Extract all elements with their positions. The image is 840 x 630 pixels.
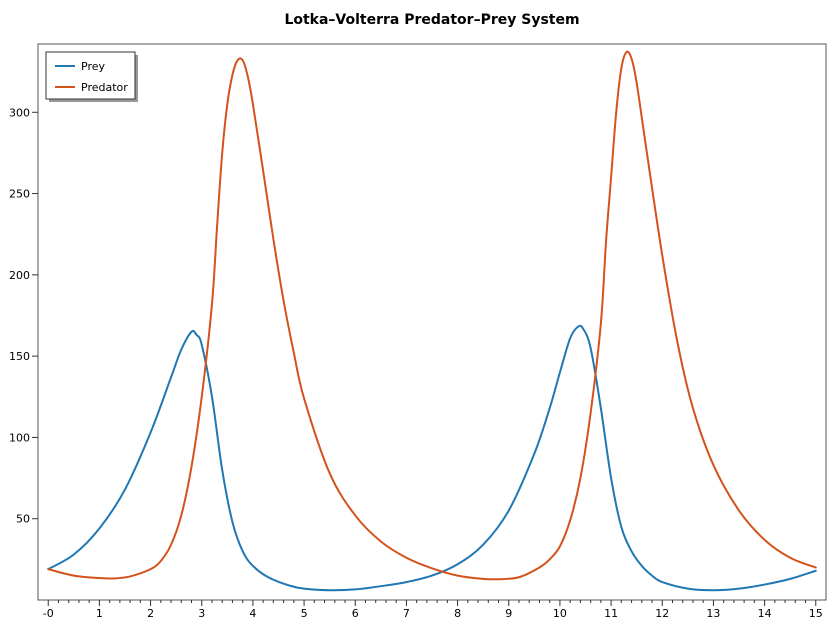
x-tick-label: 11 [604, 607, 618, 620]
x-tick-label: 12 [655, 607, 669, 620]
legend-label-prey: Prey [81, 60, 105, 73]
x-tick-label: 14 [758, 607, 772, 620]
x-tick-label: 4 [249, 607, 256, 620]
x-tick-label: 5 [301, 607, 308, 620]
y-tick-label: 50 [16, 513, 30, 526]
legend: Prey Predator [45, 51, 138, 102]
x-tick-label: 2 [147, 607, 154, 620]
y-axis: 50 100 150 200 250 300 [9, 106, 38, 526]
series-layer [47, 50, 817, 592]
plot-area-frame [37, 43, 827, 601]
y-tick-label: 200 [9, 269, 30, 282]
x-tick-label: 13 [706, 607, 720, 620]
x-tick-label: 10 [553, 607, 567, 620]
x-tick-label: 8 [454, 607, 461, 620]
y-tick-label: 300 [9, 106, 30, 119]
chart-title: Lotka–Volterra Predator–Prey System [284, 12, 579, 28]
y-tick-label: 100 [9, 431, 30, 444]
x-tick-label: 15 [809, 607, 823, 620]
x-tick-label: 6 [352, 607, 359, 620]
x-tick-label: 9 [505, 607, 512, 620]
x-tick-label: 3 [198, 607, 205, 620]
y-tick-label: 150 [9, 350, 30, 363]
x-tick-label: 1 [96, 607, 103, 620]
x-axis: -0 1 2 3 4 5 6 7 8 9 10 11 12 13 14 15 [43, 600, 823, 620]
x-tick-label: -0 [43, 607, 54, 620]
series-line-prey [47, 324, 817, 592]
legend-label-predator: Predator [81, 81, 128, 94]
x-tick-label: 7 [403, 607, 410, 620]
legend-box [45, 51, 136, 100]
series-line-predator [47, 50, 817, 581]
y-tick-label: 250 [9, 188, 30, 201]
